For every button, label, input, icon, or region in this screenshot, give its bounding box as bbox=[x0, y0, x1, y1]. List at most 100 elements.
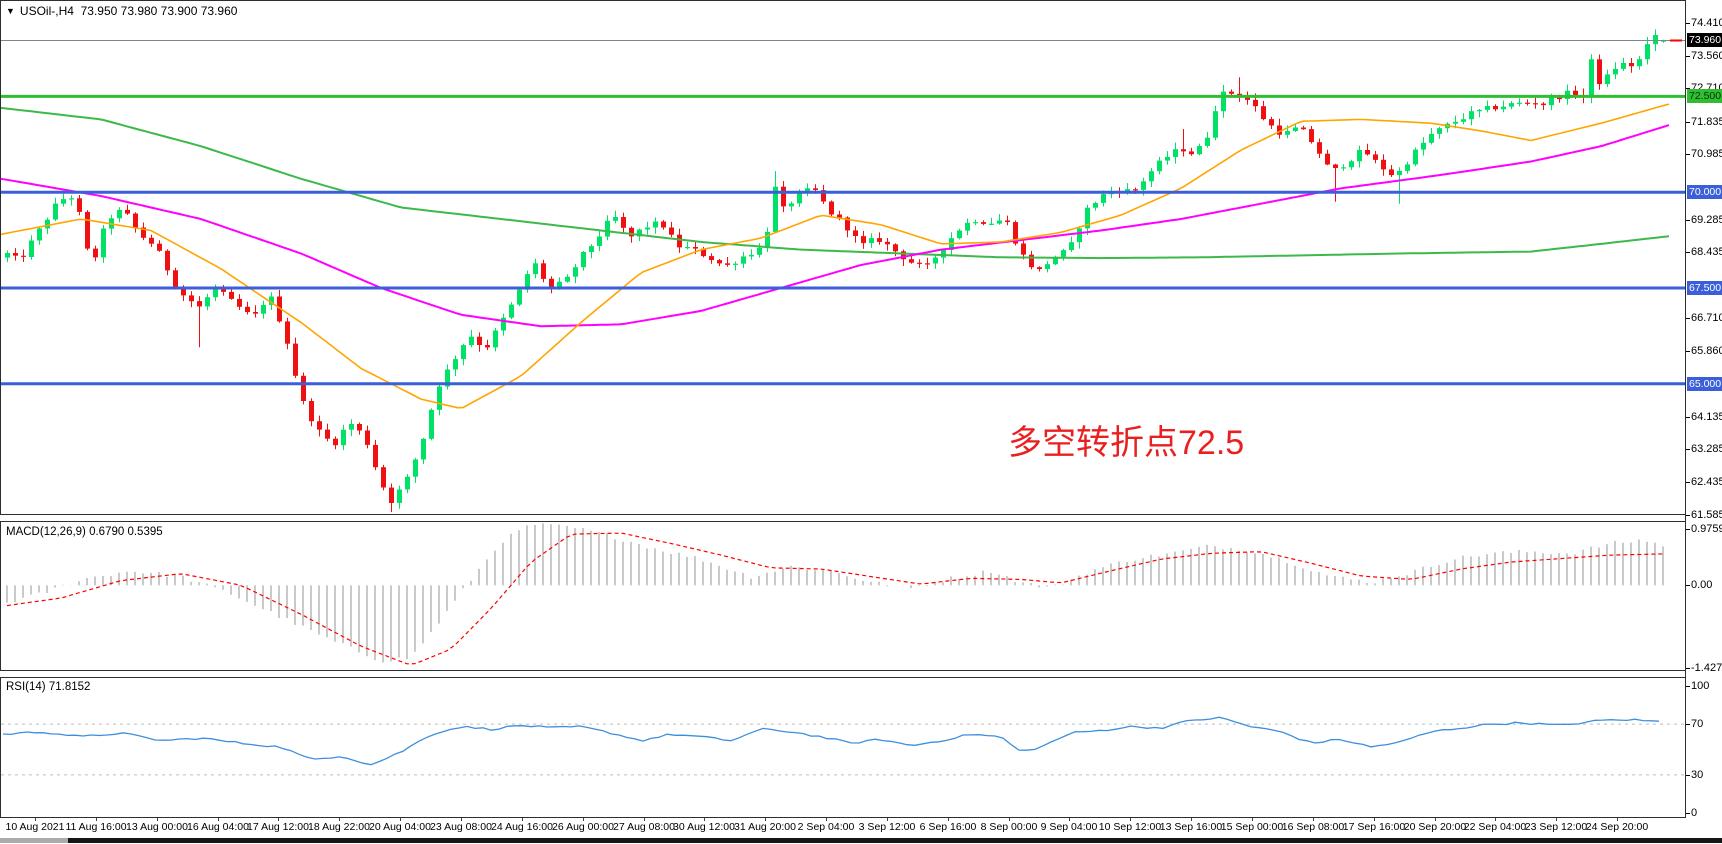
date-label: 16 Aug 04:00 bbox=[187, 821, 249, 833]
slow-ma-line bbox=[1, 106, 1670, 260]
collapse-triangle-icon[interactable]: ▼ bbox=[6, 6, 15, 16]
date-label: 24 Aug 16:00 bbox=[491, 821, 553, 833]
chart-title: ▼ USOil-,H4 73.950 73.980 73.900 73.960 bbox=[6, 4, 237, 18]
price-tick-label: 62.435 bbox=[1691, 476, 1722, 488]
date-tick-mark bbox=[1617, 818, 1618, 821]
date-label: 18 Aug 22:00 bbox=[308, 821, 370, 833]
axis-tick-mark bbox=[1686, 23, 1690, 24]
date-tick-mark bbox=[644, 818, 645, 821]
date-label: 6 Sep 16:00 bbox=[919, 821, 977, 833]
date-label: 17 Sep 16:00 bbox=[1342, 821, 1406, 833]
macd-chart[interactable] bbox=[1, 522, 1685, 670]
main-price-panel[interactable] bbox=[0, 0, 1686, 515]
price-tick-label: 71.835 bbox=[1691, 116, 1722, 128]
date-tick-mark bbox=[400, 818, 401, 821]
price-level-badge: 72.500 bbox=[1687, 89, 1722, 104]
rsi-chart[interactable] bbox=[1, 678, 1685, 817]
rsi-tick-label: 30 bbox=[1691, 769, 1704, 781]
price-tick-label: 68.435 bbox=[1691, 246, 1722, 258]
axis-tick-mark bbox=[1686, 775, 1690, 776]
axis-tick-mark bbox=[1686, 318, 1690, 319]
date-label: 20 Aug 04:00 bbox=[369, 821, 431, 833]
date-tick-mark bbox=[218, 818, 219, 821]
rsi-value: 71.8152 bbox=[48, 681, 91, 693]
annotation-text: 多空转折点72.5 bbox=[1008, 424, 1245, 462]
date-label: 2 Sep 04:00 bbox=[797, 821, 855, 833]
price-tick-label: 64.135 bbox=[1691, 411, 1722, 423]
rsi-tick-label: 70 bbox=[1691, 718, 1704, 730]
macd-values: 0.6790 0.5395 bbox=[89, 526, 163, 538]
axis-tick-mark bbox=[1686, 252, 1690, 253]
axis-tick-mark bbox=[1686, 482, 1690, 483]
macd-indicator-label: MACD(12,26,9) 0.6790 0.5395 bbox=[6, 526, 163, 538]
date-label: 30 Aug 12:00 bbox=[673, 821, 735, 833]
axis-tick-mark bbox=[1686, 585, 1690, 586]
rsi-tick-label: 0 bbox=[1691, 807, 1698, 819]
date-tick-mark bbox=[278, 818, 279, 821]
axis-tick-mark bbox=[1686, 351, 1690, 352]
date-tick-mark bbox=[461, 818, 462, 821]
date-label: 13 Sep 16:00 bbox=[1159, 821, 1223, 833]
axis-tick-mark bbox=[1686, 515, 1690, 516]
axis-tick-mark bbox=[1686, 56, 1690, 57]
price-tick-label: 65.860 bbox=[1691, 345, 1722, 357]
rsi-line bbox=[2, 716, 1660, 766]
axis-tick-mark bbox=[1686, 813, 1690, 814]
axis-tick-mark bbox=[1686, 417, 1690, 418]
price-tick-label: 66.710 bbox=[1691, 312, 1722, 324]
date-label: 20 Sep 20:00 bbox=[1403, 821, 1467, 833]
date-label: 26 Aug 00:00 bbox=[552, 821, 614, 833]
date-label: 22 Sep 04:00 bbox=[1463, 821, 1527, 833]
date-tick-mark bbox=[522, 818, 523, 821]
date-tick-mark bbox=[583, 818, 584, 821]
date-tick-mark bbox=[826, 818, 827, 821]
date-label: 9 Sep 04:00 bbox=[1040, 821, 1098, 833]
date-tick-mark bbox=[96, 818, 97, 821]
axis-tick-mark bbox=[1686, 724, 1690, 725]
axis-tick-mark bbox=[1686, 88, 1690, 89]
date-label: 23 Aug 08:00 bbox=[430, 821, 492, 833]
date-label: 16 Sep 08:00 bbox=[1281, 821, 1345, 833]
price-tick-label: 73.560 bbox=[1691, 50, 1722, 62]
date-tick-mark bbox=[35, 818, 36, 821]
price-tick-label: 61.585 bbox=[1691, 509, 1722, 521]
price-level-badge: 65.000 bbox=[1687, 376, 1722, 391]
rsi-indicator-label: RSI(14) 71.8152 bbox=[6, 681, 90, 693]
date-tick-mark bbox=[1495, 818, 1496, 821]
date-tick-mark bbox=[339, 818, 340, 821]
date-label: 23 Sep 12:00 bbox=[1524, 821, 1588, 833]
date-tick-mark bbox=[765, 818, 766, 821]
date-tick-mark bbox=[1435, 818, 1436, 821]
axis-tick-mark bbox=[1686, 529, 1690, 530]
date-tick-mark bbox=[1069, 818, 1070, 821]
price-tick-label: 74.410 bbox=[1691, 17, 1722, 29]
date-label: 3 Sep 12:00 bbox=[858, 821, 916, 833]
date-label: 11 Aug 16:00 bbox=[65, 821, 127, 833]
price-level-badge: 67.500 bbox=[1687, 280, 1722, 295]
date-tick-mark bbox=[1191, 818, 1192, 821]
rsi-panel[interactable] bbox=[0, 677, 1686, 818]
macd-panel[interactable] bbox=[0, 521, 1686, 671]
date-tick-mark bbox=[887, 818, 888, 821]
candlestick-chart[interactable] bbox=[1, 1, 1685, 514]
macd-name: MACD(12,26,9) bbox=[6, 526, 86, 538]
date-label: 24 Sep 20:00 bbox=[1585, 821, 1649, 833]
mid-ma-line bbox=[1, 124, 1670, 328]
date-label: 13 Aug 00:00 bbox=[126, 821, 188, 833]
ohlc-quotes: 73.950 73.980 73.900 73.960 bbox=[80, 4, 238, 18]
axis-tick-mark bbox=[1686, 220, 1690, 221]
macd-tick-label: 0.00 bbox=[1691, 579, 1713, 591]
macd-tick-label: 0.9759 bbox=[1691, 523, 1722, 535]
time-axis[interactable]: 10 Aug 2021 11 Aug 16:00 13 Aug 00:00 16 Au… bbox=[0, 818, 1722, 836]
price-level-badge: 70.000 bbox=[1687, 185, 1722, 200]
candles-layer bbox=[5, 29, 1666, 513]
price-level-badge: 73.960 bbox=[1687, 33, 1722, 48]
axis-tick-mark bbox=[1686, 449, 1690, 450]
date-tick-mark bbox=[704, 818, 705, 821]
date-tick-mark bbox=[1313, 818, 1314, 821]
date-tick-mark bbox=[1130, 818, 1131, 821]
date-tick-mark bbox=[1374, 818, 1375, 821]
date-tick-mark bbox=[157, 818, 158, 821]
price-axis[interactable]: 74.410 73.560 72.710 71.835 70.985 69.285 68.4… bbox=[1686, 0, 1722, 844]
scrollbar-thumb[interactable] bbox=[68, 838, 1722, 843]
